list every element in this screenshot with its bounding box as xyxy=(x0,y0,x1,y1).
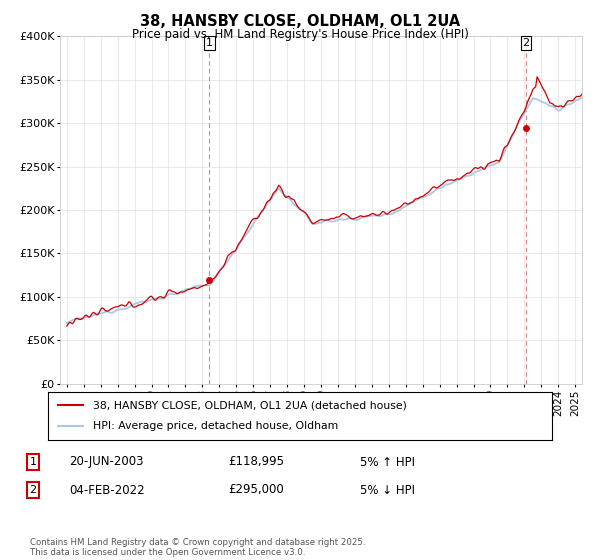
Text: Price paid vs. HM Land Registry's House Price Index (HPI): Price paid vs. HM Land Registry's House … xyxy=(131,28,469,41)
Text: 20-JUN-2003: 20-JUN-2003 xyxy=(69,455,143,469)
Text: 5% ↑ HPI: 5% ↑ HPI xyxy=(360,455,415,469)
Text: 5% ↓ HPI: 5% ↓ HPI xyxy=(360,483,415,497)
Text: 2: 2 xyxy=(522,38,529,48)
Text: £295,000: £295,000 xyxy=(228,483,284,497)
Text: HPI: Average price, detached house, Oldham: HPI: Average price, detached house, Oldh… xyxy=(94,421,338,431)
Text: 2: 2 xyxy=(29,485,37,495)
Text: Contains HM Land Registry data © Crown copyright and database right 2025.
This d: Contains HM Land Registry data © Crown c… xyxy=(30,538,365,557)
Text: 38, HANSBY CLOSE, OLDHAM, OL1 2UA (detached house): 38, HANSBY CLOSE, OLDHAM, OL1 2UA (detac… xyxy=(94,400,407,410)
Text: 38, HANSBY CLOSE, OLDHAM, OL1 2UA: 38, HANSBY CLOSE, OLDHAM, OL1 2UA xyxy=(140,14,460,29)
Text: 04-FEB-2022: 04-FEB-2022 xyxy=(69,483,145,497)
Text: £118,995: £118,995 xyxy=(228,455,284,469)
Text: 1: 1 xyxy=(206,38,213,48)
Text: 1: 1 xyxy=(29,457,37,467)
